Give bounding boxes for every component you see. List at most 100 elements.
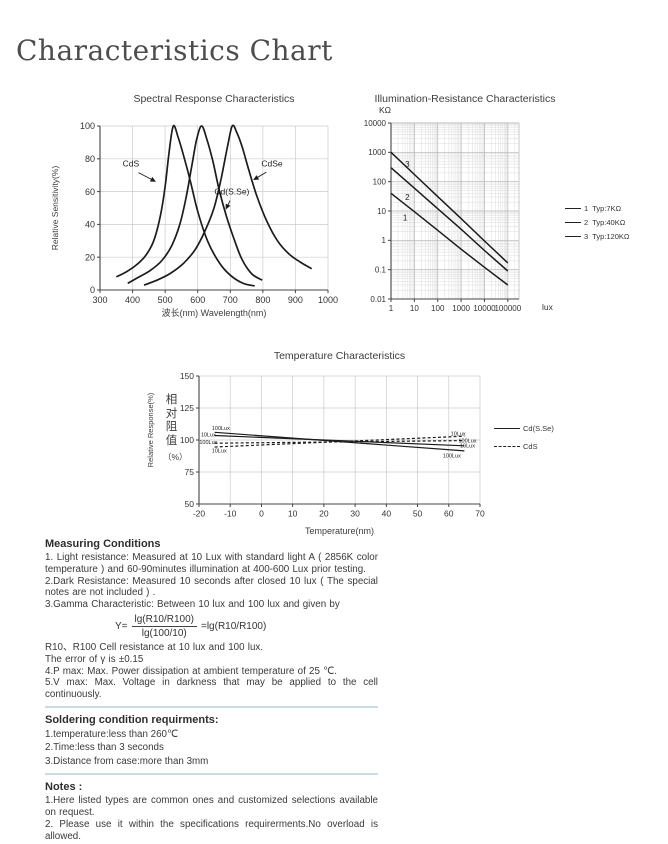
svg-text:80: 80: [85, 154, 95, 164]
svg-text:-20: -20: [193, 509, 206, 519]
illumination-y-unit-label: KΩ: [378, 105, 391, 115]
svg-text:-10: -10: [224, 509, 237, 519]
svg-text:20: 20: [85, 252, 95, 262]
measuring-item-5: The error of γ is ±0.15: [45, 653, 144, 665]
measuring-item-7: 5.V max: Max. Voltage in darkness that m…: [45, 677, 378, 701]
temperature-y-axis-label: Relative Response(%): [146, 392, 155, 468]
svg-text:50: 50: [413, 509, 423, 519]
temperature-chart-plot: -20 -10 0 10 20 30 40 50 60 70 50 75 100 125 150 100Lux…: [180, 371, 485, 519]
legend-line-solid: [565, 222, 581, 223]
temperature-legend: Cd(S.Se) CdS: [494, 424, 554, 460]
notes-section: Notes : 1.Here listed types are common o…: [45, 781, 378, 842]
svg-text:50: 50: [185, 499, 195, 509]
legend-line-solid: [565, 236, 581, 237]
measuring-conditions-section: Measuring Conditions 1. Light resistance…: [45, 538, 378, 701]
text-column: Measuring Conditions 1. Light resistance…: [45, 538, 378, 842]
svg-text:10Lux: 10Lux: [212, 449, 227, 455]
page-title: Characteristics Chart: [16, 34, 333, 67]
temperature-chart-title: Temperature Characteristics: [273, 350, 406, 362]
svg-text:100: 100: [373, 178, 387, 187]
svg-text:60: 60: [444, 509, 454, 519]
svg-text:1: 1: [382, 236, 387, 245]
measuring-item-1: 1. Light resistance: Measured at 10 Lux …: [45, 552, 378, 575]
notes-item-2: 2. Please use it within the specificatio…: [45, 818, 378, 842]
notes-title: Notes :: [45, 781, 83, 794]
svg-text:1: 1: [389, 304, 394, 313]
svg-text:400: 400: [125, 295, 140, 305]
soldering-item-3: 3.Distance from case:more than 3mm: [45, 755, 209, 767]
measuring-item-2: 2.Dark Resistance: Measured 10 seconds a…: [45, 575, 378, 599]
measuring-item-6: 4.P max: Max. Power dissipation at ambie…: [45, 665, 337, 677]
formula-lhs: Y=: [115, 620, 128, 632]
illumination-chart-plot: 1 10 100 1000 100001000000.010.1110100100010…: [364, 119, 522, 313]
soldering-title: Soldering condition requirments:: [45, 713, 219, 726]
svg-text:70: 70: [475, 509, 485, 519]
illumination-legend: 1 Typ:7KΩ 2 Typ:40KΩ 3 Typ:120KΩ: [565, 204, 630, 246]
svg-text:1000: 1000: [368, 148, 386, 157]
svg-text:100Lux: 100Lux: [212, 426, 230, 432]
legend-item: 1 Typ:7KΩ: [565, 204, 630, 213]
svg-text:1: 1: [403, 214, 408, 223]
measuring-item-3: 3.Gamma Characteristic: Between 10 lux a…: [45, 599, 340, 611]
legend-line-solid: [494, 428, 520, 429]
temperature-y-axis-label-cn-unit: （%）: [163, 452, 188, 462]
spectral-chart-title: Spectral Response Characteristics: [133, 93, 295, 105]
svg-text:100: 100: [180, 435, 194, 445]
soldering-item-1: 1.temperature:less than 260℃: [45, 728, 178, 740]
svg-text:10: 10: [288, 509, 298, 519]
gamma-formula: Y= lg(R10/R100) lg(100/10) =lg(R10/R100): [115, 614, 378, 639]
svg-text:600: 600: [190, 295, 205, 305]
svg-text:500: 500: [158, 295, 173, 305]
svg-text:2: 2: [405, 193, 410, 202]
svg-text:700: 700: [223, 295, 238, 305]
spectral-response-chart: Spectral Response Characteristics 300 400…: [35, 88, 345, 338]
illumination-resistance-chart: Illumination-Resistance Characteristics …: [345, 88, 668, 338]
notes-item-1: 1.Here listed types are common ones and …: [45, 795, 378, 818]
svg-text:60: 60: [85, 187, 95, 197]
svg-text:1000: 1000: [452, 304, 470, 313]
illumination-chart-title: Illumination-Resistance Characteristics: [374, 93, 556, 105]
section-divider: [45, 705, 378, 708]
svg-text:40: 40: [85, 220, 95, 230]
svg-text:150: 150: [180, 371, 194, 381]
spectral-x-axis-label: 波长(nm) Wavelength(nm): [161, 308, 267, 318]
soldering-section: Soldering condition requirments: 1.tempe…: [45, 714, 378, 768]
svg-text:CdS: CdS: [123, 159, 140, 169]
svg-text:10Lux: 10Lux: [460, 444, 475, 450]
temperature-chart: Temperature Characteristics -20 -10 0 10 20 3…: [130, 348, 668, 553]
soldering-item-2: 2.Time:less than 3 seconds: [45, 742, 164, 754]
svg-text:1000: 1000: [318, 295, 338, 305]
svg-text:10000: 10000: [473, 304, 496, 313]
svg-text:0: 0: [90, 285, 95, 295]
svg-text:10Lux: 10Lux: [451, 431, 466, 437]
svg-text:100000: 100000: [494, 304, 521, 313]
svg-text:300: 300: [92, 295, 107, 305]
illumination-x-unit-label: lux: [542, 302, 553, 312]
svg-text:800: 800: [255, 295, 270, 305]
svg-text:0.01: 0.01: [370, 295, 386, 304]
svg-text:Cd(S.Se): Cd(S.Se): [214, 187, 249, 197]
svg-text:CdSe: CdSe: [261, 159, 283, 169]
legend-line-dashed: [494, 446, 520, 447]
formula-fraction: lg(R10/R100) lg(100/10): [131, 614, 197, 639]
svg-text:20: 20: [319, 509, 329, 519]
svg-text:40: 40: [382, 509, 392, 519]
legend-item: 3 Typ:120KΩ: [565, 232, 630, 241]
spectral-chart-plot: 300 400 500 600 700 800 900 1000 0 20 40 60 80 100 CdS…: [80, 121, 338, 305]
measuring-conditions-title: Measuring Conditions: [45, 538, 161, 550]
formula-denominator: lg(100/10): [141, 627, 187, 639]
svg-text:100: 100: [431, 304, 445, 313]
svg-text:0.1: 0.1: [375, 266, 387, 275]
section-divider: [45, 773, 378, 776]
temperature-y-axis-label-cn: 相对阻值: [165, 394, 178, 447]
legend-line-solid: [565, 208, 581, 209]
svg-text:900: 900: [288, 295, 303, 305]
legend-item: Cd(S.Se): [494, 424, 554, 433]
temperature-x-axis-label: Temperature(nm): [304, 526, 375, 536]
svg-text:100Lux: 100Lux: [458, 438, 476, 444]
svg-text:100: 100: [80, 121, 95, 131]
svg-text:10Lux: 10Lux: [201, 433, 216, 439]
svg-text:10: 10: [377, 207, 386, 216]
spectral-y-axis-label: Relative Sensitivity(%): [50, 165, 60, 251]
formula-numerator: lg(R10/R100): [131, 614, 197, 627]
